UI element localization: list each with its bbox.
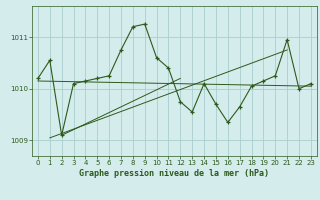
X-axis label: Graphe pression niveau de la mer (hPa): Graphe pression niveau de la mer (hPa) xyxy=(79,169,269,178)
